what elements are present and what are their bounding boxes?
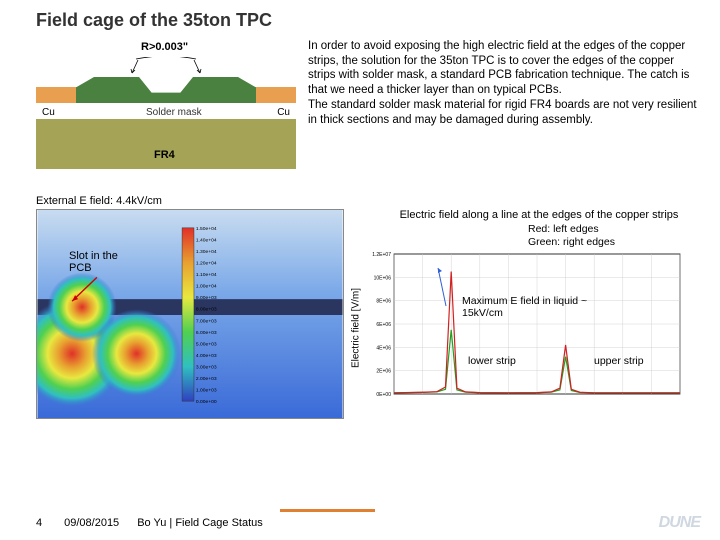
fr4-layer — [36, 119, 296, 169]
chart-area: Electric field [V/m] 2E+064E+066E+068E+0… — [366, 248, 686, 408]
fr4-label: FR4 — [154, 149, 175, 161]
svg-text:2E+06: 2E+06 — [376, 369, 391, 375]
svg-text:7.00e+03: 7.00e+03 — [196, 318, 217, 324]
radius-arrows-icon — [126, 57, 206, 77]
svg-text:9.00e+03: 9.00e+03 — [196, 295, 217, 301]
solder-mask-label: Solder mask — [146, 107, 202, 118]
legend-green: Green: right edges — [528, 236, 700, 249]
svg-text:3.00e+03: 3.00e+03 — [196, 364, 217, 370]
chart-title: Electric field along a line at the edges… — [348, 209, 700, 223]
svg-text:4.00e+03: 4.00e+03 — [196, 353, 217, 359]
external-field-label: External E field: 4.4kV/cm — [0, 189, 720, 209]
svg-text:1.20e+04: 1.20e+04 — [196, 260, 217, 266]
chart-legend: Red: left edges Green: right edges — [348, 223, 700, 248]
svg-text:1.30e+04: 1.30e+04 — [196, 249, 217, 255]
page-title: Field cage of the 35ton TPC — [0, 0, 720, 31]
footer-date: 09/08/2015 — [64, 517, 119, 529]
line-chart-panel: Electric field along a line at the edges… — [348, 209, 700, 419]
svg-text:2.00e+03: 2.00e+03 — [196, 376, 217, 382]
explanation-text: In order to avoid exposing the high elec… — [296, 39, 700, 189]
svg-text:0.00e+00: 0.00e+00 — [196, 399, 217, 405]
svg-text:1.2E+07: 1.2E+07 — [372, 252, 391, 258]
simulation-svg: 1.50e+04 1.40e+04 1.30e+04 1.20e+04 1.10e+04… — [37, 210, 343, 418]
slot-label: Slot in thePCB — [69, 250, 118, 274]
svg-text:4E+06: 4E+06 — [376, 346, 391, 352]
bottom-section: Slot in thePCB — [0, 209, 720, 419]
annot-max-field: Maximum E field in liquid ~ 15kV/cm — [462, 296, 612, 319]
svg-text:1.00e+03: 1.00e+03 — [196, 388, 217, 394]
svg-text:6.00e+03: 6.00e+03 — [196, 330, 217, 336]
svg-text:8.00e+03: 8.00e+03 — [196, 307, 217, 313]
svg-text:5.00e+03: 5.00e+03 — [196, 341, 217, 347]
chart-svg: 2E+06 4E+06 6E+06 8E+06 10E+06 0E+00 1.2E+07 — [366, 248, 686, 408]
top-section: R>0.003" Cu Cu Solder mask FR4 In order … — [0, 31, 720, 189]
footer-author: Bo Yu | Field Cage Status — [137, 517, 263, 529]
annot-upper-strip: upper strip — [594, 356, 644, 368]
annot-lower-strip: lower strip — [468, 356, 516, 368]
svg-text:0E+00: 0E+00 — [376, 392, 391, 398]
footer: 4 09/08/2015 Bo Yu | Field Cage Status D… — [0, 514, 720, 532]
cu-label-right: Cu — [277, 107, 290, 118]
svg-text:8E+06: 8E+06 — [376, 299, 391, 305]
pcb-cross-section-diagram: R>0.003" Cu Cu Solder mask FR4 — [36, 39, 296, 189]
svg-text:1.00e+04: 1.00e+04 — [196, 284, 217, 290]
page-number: 4 — [36, 517, 42, 529]
radius-label: R>0.003" — [141, 41, 188, 53]
field-simulation-plot: Slot in thePCB — [36, 209, 344, 419]
svg-text:1.50e+04: 1.50e+04 — [196, 226, 217, 232]
cu-label-left: Cu — [42, 107, 55, 118]
svg-text:6E+06: 6E+06 — [376, 322, 391, 328]
svg-text:1.10e+04: 1.10e+04 — [196, 272, 217, 278]
chart-ylabel: Electric field [V/m] — [351, 288, 362, 368]
legend-red: Red: left edges — [528, 223, 700, 236]
svg-text:1.40e+04: 1.40e+04 — [196, 237, 217, 243]
svg-text:10E+06: 10E+06 — [374, 276, 392, 282]
accent-bar — [280, 509, 375, 512]
logo: DUNE — [659, 514, 700, 532]
solder-mask — [76, 77, 256, 103]
